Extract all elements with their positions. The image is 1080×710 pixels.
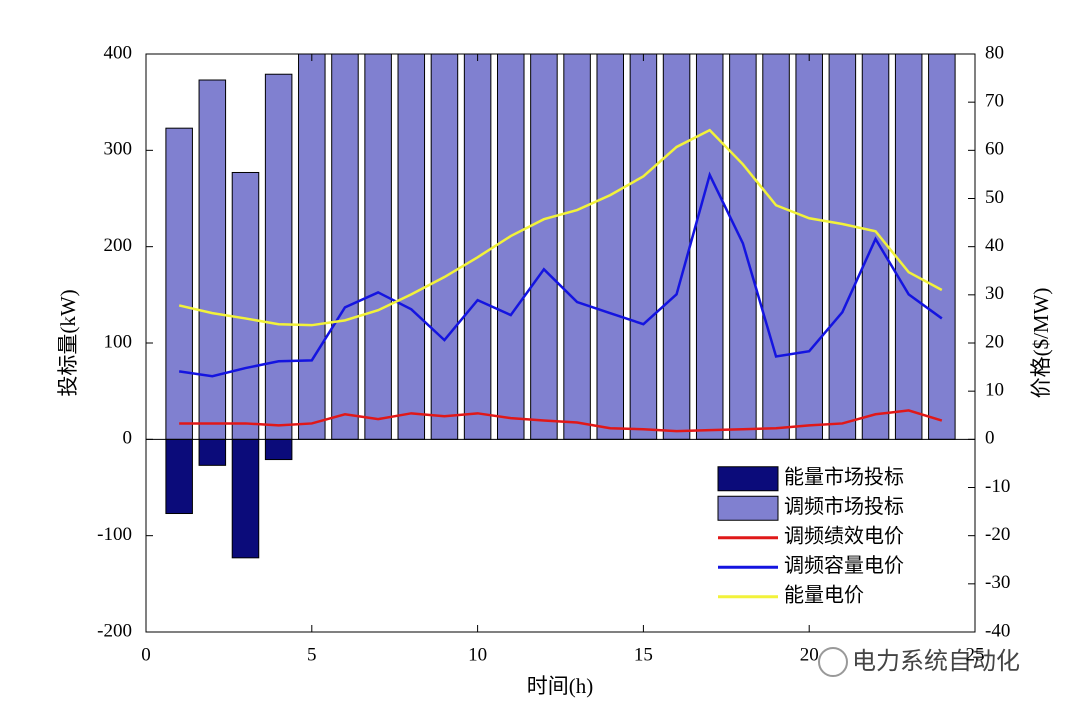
watermark-icon: [818, 647, 848, 677]
bar: [463, 54, 492, 440]
bar: [298, 54, 326, 440]
y2-tick-label: 80: [985, 42, 1004, 63]
legend-label: 能量市场投标: [784, 465, 904, 488]
y-tick-label: -100: [97, 524, 132, 545]
x-tick-label: 5: [307, 644, 317, 665]
legend-label: 调频市场投标: [784, 495, 904, 518]
bar: [397, 54, 426, 440]
bar: [629, 54, 658, 440]
bar: [928, 54, 956, 440]
bar: [264, 73, 293, 440]
y2-tick-label: -40: [985, 620, 1010, 641]
y2-tick-label: 30: [985, 283, 1004, 304]
y2-tick-label: 0: [985, 428, 995, 449]
x-tick-label: 0: [141, 644, 151, 665]
legend-label: 调频绩效电价: [784, 524, 904, 547]
bar: [165, 438, 193, 515]
bar: [596, 54, 625, 440]
legend-swatch: [717, 495, 779, 521]
plot-area: [146, 54, 975, 559]
y-axis-label: 投标量(kW): [56, 289, 80, 396]
bar: [695, 54, 724, 440]
x-tick-label: 25: [966, 644, 985, 665]
bar: [364, 54, 392, 440]
y2-tick-label: 20: [985, 331, 1004, 352]
y-tick-label: 300: [104, 139, 133, 160]
x-tick-label: 10: [468, 644, 487, 665]
bar: [198, 438, 227, 466]
bar: [331, 54, 359, 440]
y2-tick-label: 10: [985, 380, 1004, 401]
legend-swatch: [717, 466, 779, 492]
y2-tick-label: 40: [985, 235, 1004, 256]
bar: [198, 79, 227, 440]
bar: [662, 54, 691, 440]
y2-tick-label: -10: [985, 476, 1010, 497]
y-tick-label: 0: [123, 428, 133, 449]
bar: [530, 54, 558, 440]
bar: [762, 54, 790, 440]
bar: [828, 54, 857, 440]
bar: [861, 54, 890, 440]
bar: [496, 54, 525, 440]
line: [178, 128, 943, 327]
legend-label: 调频容量电价: [784, 554, 904, 577]
bar: [894, 54, 923, 440]
y2-axis-label: 价格($/MW): [1029, 288, 1053, 399]
bar: [165, 127, 193, 440]
x-tick-label: 20: [800, 644, 819, 665]
legend-label: 能量电价: [784, 583, 864, 606]
y2-tick-label: 60: [985, 139, 1004, 160]
x-tick-label: 15: [634, 644, 653, 665]
y-tick-label: 200: [104, 235, 133, 256]
bar: [264, 438, 293, 461]
y2-tick-label: -20: [985, 524, 1010, 545]
bar: [231, 438, 260, 559]
y-tick-label: 400: [104, 42, 133, 63]
watermark: 电力系统自动化: [852, 647, 1020, 675]
bar: [231, 171, 260, 440]
line: [179, 409, 943, 433]
bar: [563, 54, 591, 440]
bar: [795, 54, 823, 440]
x-axis-label: 时间(h): [527, 674, 594, 698]
bar: [430, 54, 459, 440]
line: [178, 171, 943, 378]
y-tick-label: -200: [97, 620, 132, 641]
y2-tick-label: 70: [985, 91, 1004, 112]
y2-tick-label: 50: [985, 187, 1004, 208]
y2-tick-label: -30: [985, 572, 1010, 593]
y-tick-label: 100: [104, 331, 133, 352]
